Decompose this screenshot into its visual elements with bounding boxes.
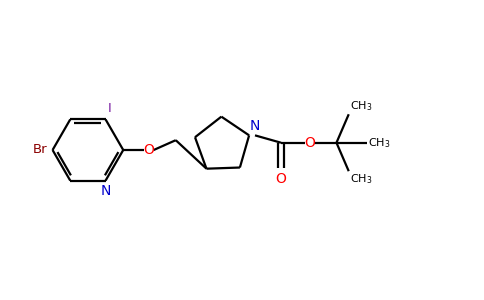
Text: Br: Br [33, 143, 47, 157]
Text: O: O [143, 143, 154, 157]
Text: CH$_3$: CH$_3$ [350, 173, 373, 187]
Text: N: N [250, 119, 260, 134]
Text: I: I [108, 103, 112, 116]
Text: O: O [304, 136, 315, 150]
Text: CH$_3$: CH$_3$ [350, 99, 373, 113]
Text: CH$_3$: CH$_3$ [368, 136, 391, 150]
Text: N: N [100, 184, 111, 197]
Text: O: O [275, 172, 287, 186]
